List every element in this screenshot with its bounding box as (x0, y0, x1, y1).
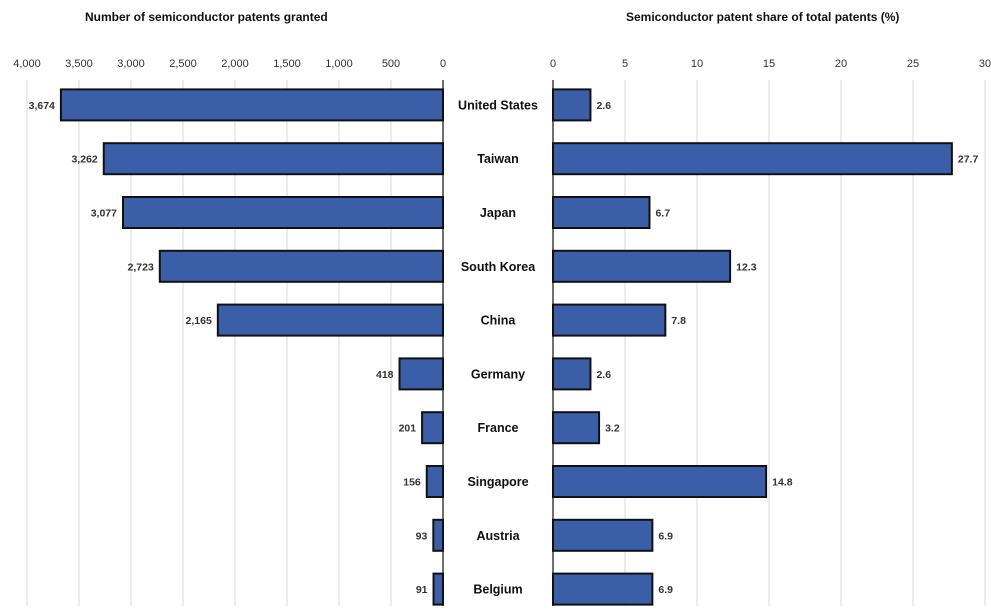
left-data-label: 156 (403, 477, 421, 489)
left-bar-south-korea (158, 249, 444, 283)
right-data-label: 7.8 (671, 315, 686, 327)
right-tick-label: 20 (835, 58, 847, 70)
right-bar-taiwan (552, 142, 953, 176)
left-bar-germany (398, 357, 445, 391)
left-tick-label: 1,000 (325, 58, 353, 70)
left-tick-labels: 4,000 3,500 3,000 2,500 2,000 1,500 1,000 500 0 (13, 58, 446, 70)
right-data-label: 12.3 (736, 261, 757, 273)
left-tick-label: 1,500 (273, 58, 301, 70)
right-tick-label: 5 (622, 58, 628, 70)
left-tick-label: 2,500 (169, 58, 197, 70)
category-label-china: China (481, 314, 517, 328)
left-tick-label: 3,000 (117, 58, 145, 70)
left-chart-title: Number of semiconductor patents granted (85, 10, 328, 24)
right-data-label: 6.9 (658, 584, 673, 596)
left-bar-belgium (432, 572, 445, 606)
left-bar-china (216, 303, 444, 337)
right-data-label: 3.2 (605, 423, 620, 435)
right-bar-china (552, 303, 667, 337)
category-label-belgium: Belgium (473, 583, 522, 597)
category-label-taiwan: Taiwan (477, 152, 518, 166)
right-bar-united-states (552, 88, 592, 122)
category-label-austria: Austria (476, 529, 520, 543)
left-bar-taiwan (102, 142, 444, 176)
right-tick-label: 0 (550, 58, 556, 70)
right-bar-japan (552, 196, 651, 229)
left-data-label: 2,165 (186, 315, 212, 327)
right-tick-label: 15 (763, 58, 775, 70)
left-data-label: 3,077 (91, 208, 117, 220)
left-bar-united-states (59, 88, 445, 122)
right-tick-labels: 0 5 10 15 20 25 30 (550, 58, 991, 70)
left-chart-panel: Number of semiconductor patents granted … (13, 10, 446, 606)
category-label-germany: Germany (471, 367, 525, 381)
left-data-labels: 3,674 3,262 3,077 2,723 2,165 418 201 156 93 91 (29, 100, 428, 596)
category-label-south-korea: South Korea (461, 260, 536, 274)
right-data-label: 6.9 (658, 530, 673, 542)
category-label-japan: Japan (480, 206, 516, 220)
left-bar-singapore (425, 465, 444, 498)
left-tick-label: 2,000 (221, 58, 249, 70)
right-data-label: 6.7 (655, 208, 670, 220)
right-bar-belgium (552, 572, 654, 606)
left-data-label: 93 (416, 530, 428, 542)
right-bar-austria (552, 518, 654, 552)
left-data-label: 418 (376, 369, 394, 381)
right-bars (552, 88, 953, 606)
left-bar-japan (121, 196, 444, 229)
left-bar-france (421, 411, 445, 445)
right-chart-title: Semiconductor patent share of total pate… (626, 10, 899, 24)
right-bar-france (552, 411, 601, 445)
right-tick-label: 30 (979, 58, 991, 70)
left-data-label: 201 (399, 423, 417, 435)
left-bar-austria (432, 518, 445, 552)
right-data-label: 27.7 (958, 154, 979, 166)
left-tick-label: 500 (382, 58, 400, 70)
left-tick-label: 4,000 (13, 58, 41, 70)
right-tick-label: 25 (907, 58, 919, 70)
left-bars (59, 88, 445, 606)
category-labels: United States Taiwan Japan South Korea China… (458, 98, 538, 596)
right-data-label: 2.6 (596, 369, 611, 381)
category-label-france: France (478, 421, 519, 435)
right-data-label: 2.6 (596, 100, 611, 112)
right-bar-germany (552, 357, 592, 391)
right-chart-panel: Semiconductor patent share of total pate… (550, 10, 991, 606)
right-data-labels: 2.6 27.7 6.7 12.3 7.8 2.6 3.2 14.8 6.9 6.9 (596, 100, 978, 596)
left-tick-label: 3,500 (65, 58, 93, 70)
right-data-label: 14.8 (772, 477, 793, 489)
left-data-label: 91 (416, 584, 428, 596)
right-bar-south-korea (552, 249, 732, 283)
category-label-singapore: Singapore (467, 475, 528, 489)
category-label-united-states: United States (458, 98, 538, 112)
right-tick-label: 10 (691, 58, 703, 70)
left-data-label: 2,723 (128, 261, 154, 273)
left-data-label: 3,262 (71, 154, 97, 166)
left-tick-label: 0 (440, 58, 446, 70)
left-data-label: 3,674 (29, 100, 55, 112)
right-bar-singapore (552, 465, 768, 498)
